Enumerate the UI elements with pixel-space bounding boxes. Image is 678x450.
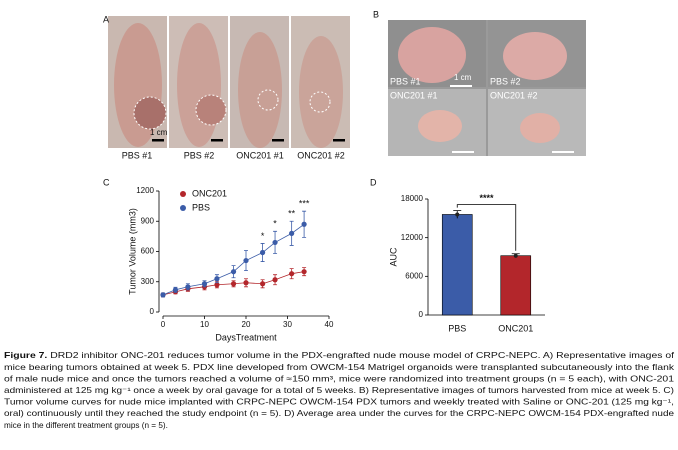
y-tick-label: 0 bbox=[150, 307, 155, 316]
scale-label: 1 cm bbox=[150, 128, 168, 137]
significance: * bbox=[273, 219, 277, 229]
data-point bbox=[172, 287, 179, 293]
tumor-outline bbox=[133, 96, 167, 130]
data-point bbox=[214, 276, 220, 282]
tumor-outline bbox=[195, 94, 227, 126]
y-tick-label: 1200 bbox=[136, 186, 154, 195]
data-point bbox=[289, 271, 295, 277]
legend-label: ONC201 bbox=[192, 188, 227, 198]
scale-bar bbox=[552, 151, 574, 153]
legend-marker bbox=[180, 191, 186, 197]
caption-line: Figure 7. DRD2 inhibitor ONC-201 reduces… bbox=[4, 351, 675, 360]
x-axis-label: DaysTreatment bbox=[215, 332, 277, 342]
scale-bar bbox=[450, 85, 472, 87]
mouse bbox=[238, 32, 282, 148]
x-tick-label: 20 bbox=[242, 320, 251, 329]
data-point bbox=[272, 239, 278, 246]
data-point bbox=[185, 284, 191, 290]
caption-label: Figure 7. bbox=[4, 351, 47, 360]
significance-bracket bbox=[456, 204, 517, 251]
data-point bbox=[301, 269, 307, 275]
scale-bar bbox=[211, 139, 223, 142]
data-point bbox=[243, 257, 249, 264]
caption-line: Tumor volume curves for nude mice implan… bbox=[4, 398, 674, 407]
data-point bbox=[160, 292, 166, 298]
mouse-photos bbox=[108, 16, 350, 148]
x-tick-label: 30 bbox=[283, 320, 292, 329]
tumor-photos bbox=[388, 20, 586, 156]
tumor-outline bbox=[257, 89, 279, 111]
tumor-outline bbox=[309, 91, 331, 113]
bar bbox=[500, 255, 532, 316]
significance: ** bbox=[288, 209, 296, 219]
data-point bbox=[289, 230, 295, 236]
mouse bbox=[299, 36, 343, 148]
caption-line: mice in the different treatment groups (… bbox=[4, 421, 168, 430]
significance: * bbox=[261, 231, 265, 241]
photo-label: PBS #2 bbox=[490, 76, 521, 86]
caption-line: mice bearing tumors obtained at week 5. … bbox=[4, 363, 675, 372]
data-point bbox=[243, 280, 249, 286]
panel-letter: D bbox=[370, 177, 377, 187]
caption: Figure 7. DRD2 inhibitor ONC-201 reduces… bbox=[4, 351, 675, 430]
photo-label: PBS #2 bbox=[184, 150, 215, 160]
data-point bbox=[513, 253, 518, 258]
scale-bar bbox=[452, 151, 474, 153]
tumor bbox=[418, 110, 462, 142]
significance: **** bbox=[479, 193, 494, 203]
data-point bbox=[214, 282, 220, 288]
caption-line: administered at 125 mg kg⁻¹ once a week … bbox=[4, 386, 674, 395]
scale-label: 1 cm bbox=[454, 73, 472, 82]
tumor bbox=[520, 113, 560, 143]
photo-label: ONC201 #2 bbox=[297, 150, 345, 160]
scale-bar bbox=[272, 139, 284, 142]
data-point bbox=[260, 281, 266, 287]
tumor bbox=[398, 27, 466, 83]
caption-text: DRD2 inhibitor ONC-201 reduces tumor vol… bbox=[47, 351, 675, 360]
data-point bbox=[230, 269, 237, 275]
panel-letter: C bbox=[103, 177, 110, 187]
scale-bar bbox=[152, 139, 164, 142]
x-tick-label: PBS bbox=[448, 323, 466, 333]
mouse bbox=[177, 23, 221, 147]
photo-label: PBS #1 bbox=[390, 76, 421, 86]
bar bbox=[441, 214, 473, 316]
tumor bbox=[503, 32, 567, 80]
photo-label: ONC201 #1 bbox=[390, 90, 438, 100]
caption-line: of male nude mice and once the tumors re… bbox=[4, 374, 675, 383]
x-tick-label: 10 bbox=[200, 320, 209, 329]
y-tick-label: 6000 bbox=[405, 271, 423, 280]
data-point bbox=[455, 212, 460, 217]
photo-label: ONC201 #2 bbox=[490, 90, 538, 100]
x-tick-label: 0 bbox=[161, 320, 166, 329]
x-tick-label: 40 bbox=[325, 320, 334, 329]
data-point bbox=[272, 277, 278, 283]
y-axis-label: Tumor Volume (mm3) bbox=[127, 208, 137, 295]
x-tick-label: ONC201 bbox=[498, 323, 533, 333]
legend-marker bbox=[180, 205, 186, 211]
data-point bbox=[201, 281, 208, 287]
panel-letter: A bbox=[103, 14, 109, 24]
caption-line: oral) continuously until they reached th… bbox=[4, 409, 675, 418]
significance: *** bbox=[299, 199, 310, 209]
photo-label: PBS #1 bbox=[122, 150, 153, 160]
y-tick-label: 12000 bbox=[401, 233, 424, 242]
legend-label: PBS bbox=[192, 202, 210, 212]
scale-bar bbox=[333, 139, 345, 142]
y-tick-label: 300 bbox=[141, 277, 155, 286]
y-tick-label: 600 bbox=[141, 247, 155, 256]
data-point bbox=[260, 249, 266, 256]
data-point bbox=[230, 281, 237, 287]
panel-letter: B bbox=[373, 9, 379, 19]
photo-label: ONC201 #1 bbox=[236, 150, 284, 160]
data-point bbox=[301, 221, 307, 227]
y-tick-label: 18000 bbox=[401, 194, 424, 203]
y-tick-label: 0 bbox=[419, 310, 424, 319]
y-tick-label: 900 bbox=[141, 216, 155, 225]
y-axis-label: AUC bbox=[388, 247, 398, 267]
